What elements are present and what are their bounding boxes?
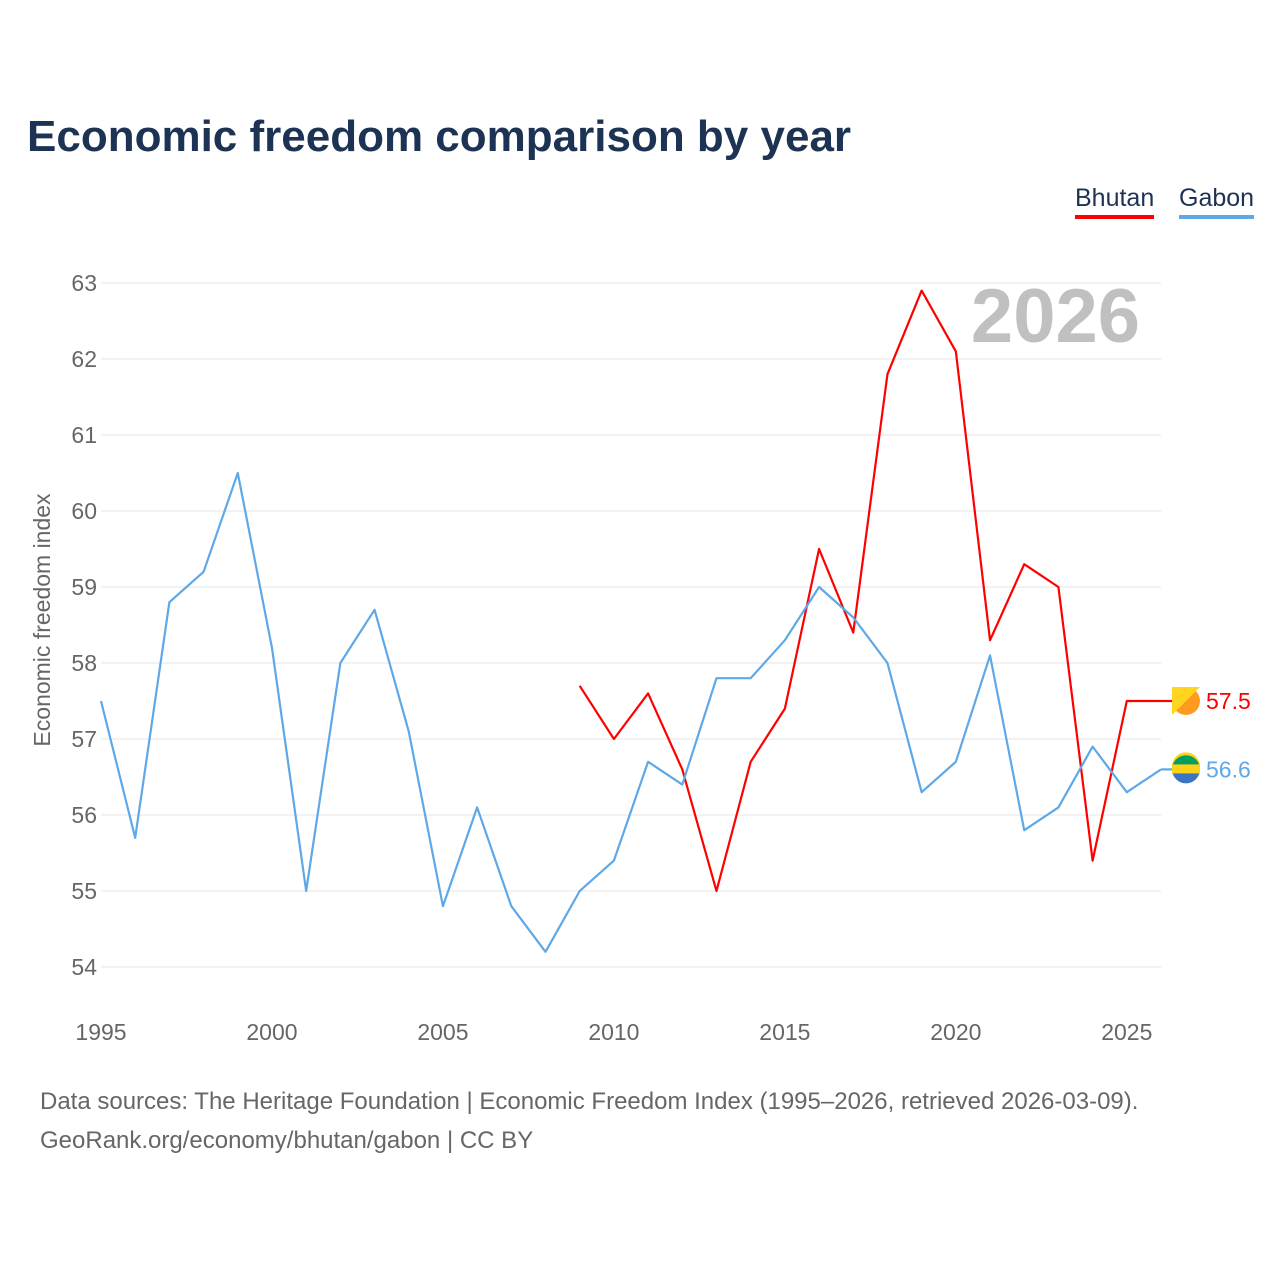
- y-tick-label: 56: [71, 802, 97, 828]
- x-tick-label: 2010: [588, 1019, 639, 1045]
- year-watermark: 2026: [971, 274, 1140, 359]
- y-axis-label: Economic freedom index: [29, 493, 55, 747]
- x-tick-label: 2020: [930, 1019, 981, 1045]
- x-tick-label: 2000: [246, 1019, 297, 1045]
- x-tick-label: 2025: [1101, 1019, 1152, 1045]
- chart-title: Economic freedom comparison by year: [27, 112, 852, 161]
- x-tick-label: 1995: [75, 1019, 126, 1045]
- y-tick-label: 62: [71, 346, 97, 372]
- legend-item-gabon[interactable]: Gabon: [1179, 184, 1255, 219]
- y-tick-label: 58: [71, 650, 97, 676]
- y-tick-label: 63: [71, 270, 97, 296]
- y-tick-label: 54: [71, 954, 97, 980]
- credit-text: GeoRank.org/economy/bhutan/gabon | CC BY: [40, 1127, 534, 1154]
- series-line-bhutan: [578, 289, 1161, 893]
- y-tick-label: 61: [71, 422, 97, 448]
- x-tick-label: 2015: [759, 1019, 810, 1045]
- y-tick-label: 59: [71, 574, 97, 600]
- end-value-label-gabon: 56.6: [1206, 756, 1251, 782]
- bhutan-flag-upper: [1172, 687, 1200, 715]
- x-tick-label: 2005: [417, 1019, 468, 1045]
- end-value-label-bhutan: 57.5: [1206, 688, 1251, 714]
- gabon-flag-yellow-band: [1172, 764, 1200, 774]
- gabon-flag-green: [1172, 755, 1200, 765]
- data-source-text: Data sources: The Heritage Foundation | …: [40, 1088, 1139, 1115]
- series-line-gabon: [99, 471, 1162, 953]
- legend-item-bhutan[interactable]: Bhutan: [1075, 184, 1155, 219]
- y-tick-label: 60: [71, 498, 97, 524]
- y-tick-label: 55: [71, 878, 97, 904]
- y-tick-label: 57: [71, 726, 97, 752]
